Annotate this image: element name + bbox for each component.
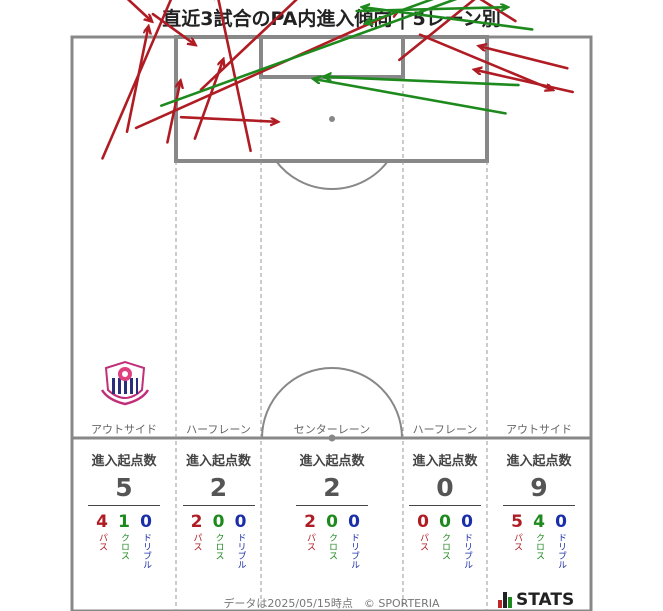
pass-arrow [126,0,151,21]
cross-count: 0 [212,512,225,532]
entry-breakdown: 2 パス 0 クロス 0 ドリブル [176,512,261,569]
cross-label: クロス [534,533,544,560]
cross-arrow [314,79,507,115]
center-circle [261,367,403,439]
pass-count: 2 [304,512,316,532]
pass-arrow [199,0,298,91]
dribble-label: ドリブル [235,533,246,569]
entry-total: 2 [209,473,228,502]
pass-arrow [418,33,552,90]
dribble-count: 0 [461,512,473,532]
penalty-spot [329,116,335,122]
pass-arrow [125,27,148,133]
dribble-label: ドリブル [141,533,151,569]
pass-arrow [101,0,173,160]
pass-arrow [179,115,277,122]
entry-total: 2 [323,473,341,502]
dribble-count: 0 [555,512,567,532]
pass-count: 0 [417,512,429,532]
center-spot [328,434,336,442]
pass-label: パス [97,533,107,551]
penalty-arc [275,160,389,190]
dribble-label: ドリブル [349,533,359,569]
lane-stats-halfspace-left: 進入起点数 2 2 パス 0 クロス 0 ドリブル [176,450,261,569]
pass-count: 4 [96,512,108,532]
pass-label: パス [418,533,428,551]
data-date-footer: データは2025/05/15時点 © SPORTERIA [223,597,440,610]
pass-label: パス [305,533,315,551]
dribble-count: 0 [234,512,247,532]
divider [503,505,575,506]
stats-logo-icon [498,592,512,608]
dribble-label: ドリブル [556,533,566,569]
pass-arrow [134,11,398,130]
pass-arrow [475,70,575,94]
pass-arrow [480,46,569,70]
lane-label-outside-right: アウトサイド [506,423,572,436]
lane-label-center: センターレーン [293,423,371,436]
stats-logo-text: STATS [516,590,575,610]
entry-total: 9 [530,473,548,502]
lane-label-halfspace-left: ハーフレーン [186,423,251,436]
arrow-layer [101,0,575,160]
cross-arrow [355,7,507,11]
entry-breakdown: 2 パス 0 クロス 0 ドリブル [261,512,403,569]
penalty-area [174,35,489,163]
stat-heading: 進入起点数 [299,454,365,469]
pass-arrow [151,12,195,44]
divider [88,505,160,506]
stat-heading: 進入起点数 [506,454,572,469]
divider [182,505,255,506]
entry-breakdown: 4 パス 1 クロス 0 ドリブル [72,512,176,569]
club-crest-icon [100,360,150,406]
cross-arrow [325,77,520,87]
divider [409,505,481,506]
dribble-label: ドリブル [462,533,472,569]
pass-label: パス [191,533,202,551]
entry-total: 0 [436,473,454,502]
stat-heading: 進入起点数 [412,454,478,469]
pass-arrow [479,0,517,23]
cross-label: クロス [327,533,337,560]
lane-stats-outside-left: 進入起点数 5 4 パス 1 クロス 0 ドリブル [72,450,176,569]
cross-count: 1 [118,512,130,532]
cross-arrow [160,0,458,107]
dribble-count: 0 [140,512,152,532]
divider [296,505,368,506]
cross-count: 4 [533,512,545,532]
pass-label: パス [512,533,522,551]
pass-count: 2 [190,512,203,532]
dribble-count: 0 [348,512,360,532]
entry-breakdown: 5 パス 4 クロス 0 ドリブル [487,512,591,569]
cross-count: 0 [326,512,338,532]
entry-breakdown: 0 パス 0 クロス 0 ドリブル [403,512,487,569]
lane-stats-outside-right: 進入起点数 9 5 パス 4 クロス 0 ドリブル [487,450,591,569]
stat-heading: 進入起点数 [185,454,251,469]
lane-label-outside-left: アウトサイド [91,423,157,436]
cross-count: 0 [439,512,451,532]
stats-logo: STATS [498,590,574,610]
lane-stats-halfspace-right: 進入起点数 0 0 パス 0 クロス 0 ドリブル [403,450,487,569]
lane-label-halfspace-right: ハーフレーン [412,423,478,436]
lane-stats-center: 進入起点数 2 2 パス 0 クロス 0 ドリブル [261,450,403,569]
cross-label: クロス [119,533,129,560]
pass-count: 5 [511,512,523,532]
pass-arrow [217,0,252,153]
stat-heading: 進入起点数 [91,454,157,469]
entry-total: 5 [115,473,133,502]
cross-label: クロス [440,533,450,560]
cross-label: クロス [213,533,224,560]
